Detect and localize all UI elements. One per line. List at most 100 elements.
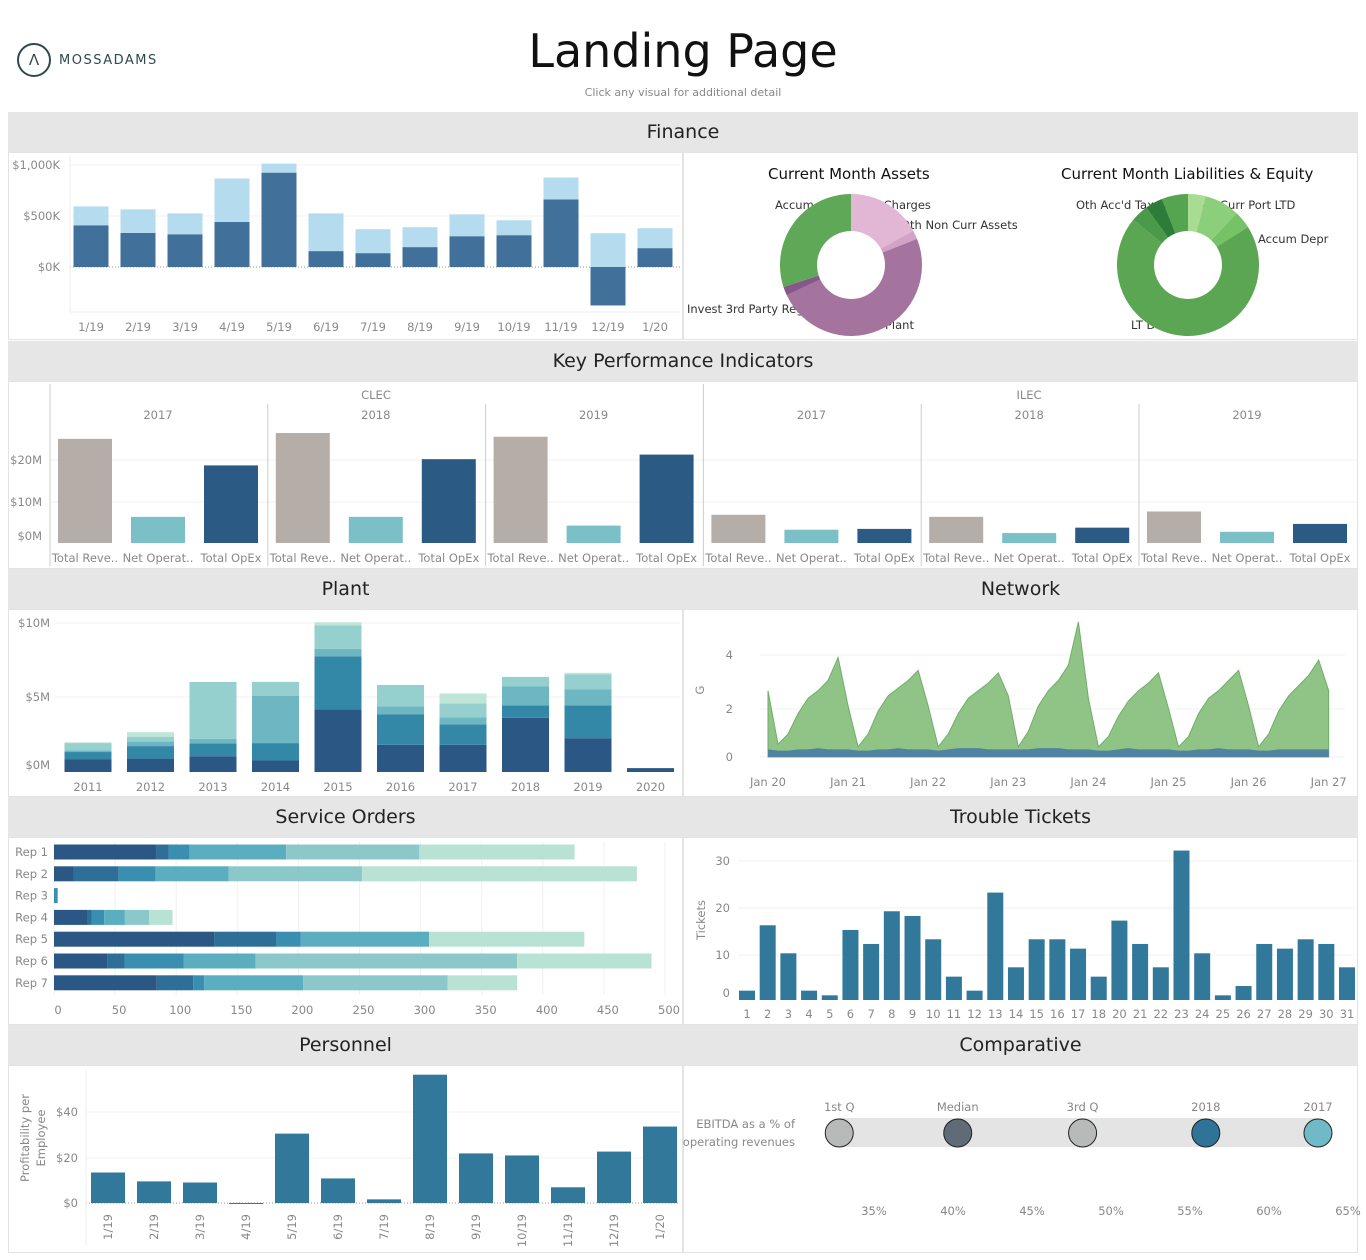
personnel-bar[interactable] <box>275 1133 309 1203</box>
ticket-bar[interactable] <box>821 995 838 1000</box>
donut-slice[interactable] <box>1133 207 1169 244</box>
bar-segment[interactable] <box>127 758 174 772</box>
kpi-bar[interactable] <box>204 465 258 543</box>
bar-segment[interactable] <box>183 953 256 969</box>
bar-segment[interactable] <box>193 975 205 991</box>
ticket-bar[interactable] <box>1256 943 1273 1000</box>
bar-segment[interactable] <box>308 251 344 267</box>
bar-segment[interactable] <box>564 689 612 706</box>
bar-segment[interactable] <box>255 953 518 969</box>
kpi-bar[interactable] <box>131 516 185 543</box>
ticket-bar[interactable] <box>883 911 900 1000</box>
bar-segment[interactable] <box>303 975 448 991</box>
bar-segment[interactable] <box>64 750 112 753</box>
bar-segment[interactable] <box>91 909 105 925</box>
bar-segment[interactable] <box>300 931 430 947</box>
bar-segment[interactable] <box>377 684 424 707</box>
service-orders-bar-chart[interactable]: 0 50 100 150 200 250 300 350 400 450 500 Rep 1 Rep 2… <box>8 837 683 1025</box>
donut-slice[interactable] <box>779 194 852 287</box>
bar-segment[interactable] <box>124 953 184 969</box>
bar-segment[interactable] <box>64 752 112 760</box>
donut-slice[interactable] <box>1161 194 1188 234</box>
benchmark-dot[interactable] <box>1068 1118 1098 1148</box>
bar-segment[interactable] <box>314 648 362 657</box>
bar-segment[interactable] <box>276 931 301 947</box>
bar-segment[interactable] <box>168 844 190 860</box>
bar-segment[interactable] <box>252 696 299 744</box>
donut-slice[interactable] <box>786 238 923 337</box>
ticket-bar[interactable] <box>1318 943 1335 1000</box>
personnel-bar[interactable] <box>413 1074 447 1203</box>
ticket-bar[interactable] <box>1297 939 1314 1000</box>
bar-segment[interactable] <box>439 717 487 725</box>
bar-segment[interactable] <box>64 743 112 751</box>
donut-slice[interactable] <box>783 275 821 296</box>
personnel-bar[interactable] <box>229 1203 263 1204</box>
personnel-bar[interactable] <box>551 1187 585 1203</box>
bar-segment[interactable] <box>502 717 549 772</box>
kpi-bar[interactable] <box>929 516 984 543</box>
bar-segment[interactable] <box>86 909 92 925</box>
ticket-bar[interactable] <box>1111 920 1128 1000</box>
bar-segment[interactable] <box>54 888 58 904</box>
donut-slice[interactable] <box>1146 198 1176 238</box>
bar-segment[interactable] <box>189 743 237 757</box>
bar-segment[interactable] <box>502 705 549 718</box>
bar-segment[interactable] <box>314 625 362 649</box>
kpi-bar[interactable] <box>348 516 403 543</box>
bar-segment[interactable] <box>189 682 237 739</box>
ticket-bar[interactable] <box>1276 948 1293 1000</box>
bar-segment[interactable] <box>167 234 203 267</box>
bar-segment[interactable] <box>189 756 237 772</box>
ticket-bar[interactable] <box>863 943 880 1000</box>
bar-segment[interactable] <box>214 221 250 267</box>
bar-segment[interactable] <box>124 909 150 925</box>
kpi-bar[interactable] <box>857 528 912 543</box>
bar-segment[interactable] <box>627 768 674 772</box>
bar-segment[interactable] <box>252 743 299 761</box>
bar-segment[interactable] <box>449 236 485 267</box>
assets-donut-chart[interactable] <box>683 152 1358 340</box>
donut-slice[interactable] <box>1188 194 1206 233</box>
bar-segment[interactable] <box>402 227 438 248</box>
ticket-bar[interactable] <box>1049 939 1066 1000</box>
donut-slice[interactable] <box>880 230 918 253</box>
bar-segment[interactable] <box>355 253 391 267</box>
bar-segment[interactable] <box>502 686 549 706</box>
bar-segment[interactable] <box>64 742 112 744</box>
bar-segment[interactable] <box>54 931 215 947</box>
bar-segment[interactable] <box>496 235 532 267</box>
bar-segment[interactable] <box>120 209 156 233</box>
bar-segment[interactable] <box>564 674 612 690</box>
bar-segment[interactable] <box>118 866 156 882</box>
bar-segment[interactable] <box>517 953 652 969</box>
bar-segment[interactable] <box>204 975 304 991</box>
bar-segment[interactable] <box>127 736 174 742</box>
ticket-bar[interactable] <box>966 990 983 1000</box>
bar-segment[interactable] <box>286 844 420 860</box>
plant-bar-chart[interactable]: $10M $5M $0M 2011 2012 2013 2014 2015 2016 2017 20… <box>8 609 683 797</box>
bar-segment[interactable] <box>590 233 626 267</box>
ticket-bar[interactable] <box>1152 967 1169 1000</box>
bar-segment[interactable] <box>543 199 579 267</box>
bar-segment[interactable] <box>637 248 673 267</box>
bar-segment[interactable] <box>402 247 438 267</box>
bar-segment[interactable] <box>377 706 424 715</box>
benchmark-dot[interactable] <box>943 1118 973 1148</box>
bar-segment[interactable] <box>261 163 297 173</box>
bar-segment[interactable] <box>104 909 125 925</box>
bar-segment[interactable] <box>107 953 125 969</box>
bar-segment[interactable] <box>355 229 391 254</box>
network-area-chart[interactable]: 4 2 0 G Jan 20 Jan 21 Jan 22 Jan 23 Jan 24 Jan 25… <box>683 609 1358 797</box>
kpi-bar[interactable] <box>1002 533 1057 543</box>
bar-segment[interactable] <box>314 622 362 626</box>
bar-segment[interactable] <box>564 705 612 739</box>
ticket-bar[interactable] <box>1132 943 1149 1000</box>
bar-segment[interactable] <box>439 703 487 718</box>
kpi-bar[interactable] <box>711 514 766 543</box>
bar-segment[interactable] <box>127 746 174 759</box>
personnel-panel[interactable] <box>8 1065 683 1253</box>
bar-segment[interactable] <box>449 214 485 237</box>
ticket-bar[interactable] <box>1339 967 1356 1000</box>
bar-segment[interactable] <box>447 975 518 991</box>
